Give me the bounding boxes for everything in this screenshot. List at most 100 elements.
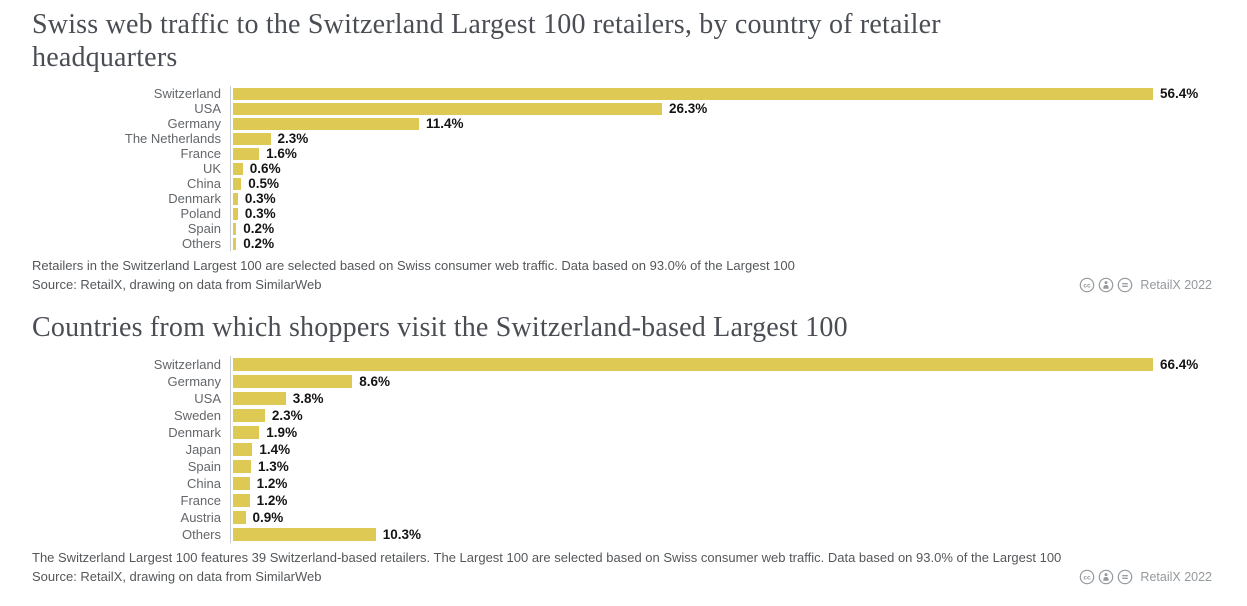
chart-1-footer: Retailers in the Switzerland Largest 100… (32, 256, 1212, 294)
cc-icon: cc (1079, 277, 1095, 293)
category-label: Spain (187, 221, 221, 236)
bar-row: USA 26.3% (32, 101, 1212, 116)
bar-row: China 1.2% (32, 475, 1212, 492)
chart-1-footnote: Retailers in the Switzerland Largest 100… (32, 258, 795, 273)
value-label: 0.3% (244, 191, 276, 206)
bar-cell: 0.6% (230, 161, 1212, 176)
value-label: 1.9% (266, 425, 298, 440)
bar-cell: 1.2% (230, 475, 1212, 492)
value-label: 0.5% (248, 176, 279, 191)
chart-1-credit: cc RetailX 2022 (1079, 277, 1212, 294)
bar-row: Germany 8.6% (32, 373, 1212, 390)
value-label: 1.2% (256, 493, 288, 508)
category-label: Others (181, 236, 221, 251)
bar-cell: 11.4% (230, 116, 1212, 131)
chart-2-footnote: The Switzerland Largest 100 features 39 … (32, 550, 1062, 565)
bar-row: Denmark 1.9% (32, 424, 1212, 441)
bar (233, 237, 237, 250)
bar-row: The Netherlands 2.3% (32, 131, 1212, 146)
category-label: Denmark (168, 191, 221, 206)
svg-text:cc: cc (1084, 282, 1092, 289)
chart-1-title: Swiss web traffic to the Switzerland Lar… (32, 9, 941, 73)
bar-row: Japan 1.4% (32, 441, 1212, 458)
bar-cell: 8.6% (230, 373, 1212, 390)
bar-cell: 3.8% (230, 390, 1212, 407)
value-label: 10.3% (382, 527, 421, 542)
value-label: 8.6% (359, 374, 390, 389)
credit-text: RetailX 2022 (1140, 278, 1212, 292)
svg-text:cc: cc (1084, 574, 1092, 581)
bar-cell: 26.3% (230, 101, 1212, 116)
bar-cell: 1.6% (230, 146, 1212, 161)
category-label: Poland (180, 206, 221, 221)
bar-cell: 0.5% (230, 176, 1212, 191)
category-label: France (180, 493, 221, 508)
value-label: 1.3% (258, 459, 289, 474)
bar (233, 460, 251, 473)
bar (233, 177, 242, 190)
cc-by-icon (1098, 277, 1114, 293)
bar (233, 132, 271, 145)
bar-row: Sweden 2.3% (32, 407, 1212, 424)
chart-1-section: Swiss web traffic to the Switzerland Lar… (32, 8, 1212, 294)
value-label: 0.2% (243, 221, 275, 236)
bar-row: Austria 0.9% (32, 509, 1212, 526)
value-label: 1.4% (259, 442, 291, 457)
bar (233, 528, 376, 541)
category-label: Denmark (168, 425, 221, 440)
value-label: 66.4% (1160, 357, 1199, 372)
category-label: Germany (167, 116, 221, 131)
bar-cell: 1.3% (230, 458, 1212, 475)
bar (233, 358, 1153, 371)
value-label: 2.3% (271, 408, 303, 423)
chart-2-section: Countries from which shoppers visit the … (32, 311, 1212, 586)
bar (233, 102, 662, 115)
category-label: Others (181, 527, 221, 542)
credit-text: RetailX 2022 (1140, 570, 1212, 584)
bar (233, 409, 265, 422)
value-label: 56.4% (1160, 86, 1199, 101)
category-label: China (187, 176, 221, 191)
value-label: 1.6% (266, 146, 297, 161)
category-label: Switzerland (153, 86, 221, 101)
category-label: France (180, 146, 221, 161)
value-label: 0.2% (243, 236, 275, 251)
cc-nd-icon (1117, 277, 1133, 293)
value-label: 2.3% (277, 131, 309, 146)
category-label: UK (202, 161, 221, 176)
category-label: USA (194, 101, 221, 116)
bar-cell: 1.2% (230, 492, 1212, 509)
chart-1-plot: Switzerland 56.4% USA 26.3% Germany 11.4% The … (32, 86, 1212, 251)
bar-cell: 1.9% (230, 424, 1212, 441)
bar-cell: 0.2% (230, 236, 1212, 251)
bar (233, 207, 238, 220)
bar-cell: 1.4% (230, 441, 1212, 458)
category-label: China (187, 476, 221, 491)
bar (233, 426, 260, 439)
bar (233, 375, 353, 388)
bar (233, 87, 1153, 100)
category-label: Germany (167, 374, 221, 389)
bar-cell: 0.3% (230, 206, 1212, 221)
chart-2-source: Source: RetailX, drawing on data from Si… (32, 569, 322, 584)
chart-2-footer: The Switzerland Largest 100 features 39 … (32, 548, 1212, 586)
bar-row: France 1.6% (32, 146, 1212, 161)
bar (233, 147, 260, 160)
bar-cell: 0.9% (230, 509, 1212, 526)
bar-row: China 0.5% (32, 176, 1212, 191)
bar (233, 494, 250, 507)
cc-by-icon (1098, 569, 1114, 585)
chart-2-title: Countries from which shoppers visit the … (32, 312, 848, 343)
bar-cell: 0.2% (230, 221, 1212, 236)
value-label: 0.9% (252, 510, 284, 525)
chart-1-source: Source: RetailX, drawing on data from Si… (32, 277, 322, 292)
bar (233, 392, 286, 405)
cc-nd-icon (1117, 569, 1133, 585)
bar (233, 511, 246, 524)
bar-row: UK 0.6% (32, 161, 1212, 176)
bar-cell: 2.3% (230, 407, 1212, 424)
bar-row: USA 3.8% (32, 390, 1212, 407)
bar (233, 477, 250, 490)
bar-row: Others 0.2% (32, 236, 1212, 251)
category-label: USA (194, 391, 221, 406)
